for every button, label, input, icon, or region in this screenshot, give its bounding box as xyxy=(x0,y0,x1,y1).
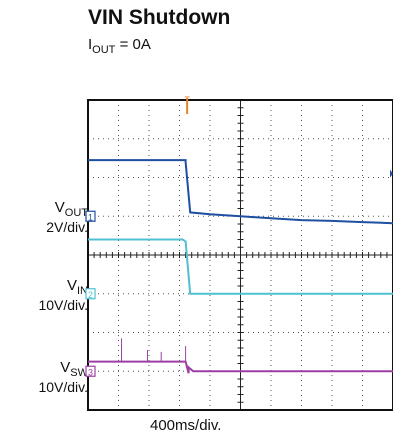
x-axis-label: 400ms/div. xyxy=(150,417,222,434)
channel-3-scale: 10V/div. xyxy=(38,378,88,395)
channel-1-symbol: V xyxy=(54,199,65,216)
channel-1-label: VOUT 2V/div. xyxy=(18,199,88,235)
trace-channel-3 xyxy=(88,360,393,374)
trace-channel-2 xyxy=(88,238,393,295)
channel-2-scale: 10V/div. xyxy=(38,296,88,313)
channel-3-marker-label: 3 xyxy=(88,367,93,377)
channel-3-label: VSW 10V/div. xyxy=(4,359,88,395)
subtitle-rest: = 0A xyxy=(115,36,151,53)
channel-2-sub: IN xyxy=(77,284,88,297)
chart-title: VIN Shutdown xyxy=(88,6,231,29)
channel-2-label: VIN 10V/div. xyxy=(4,277,88,313)
subtitle-sub: OUT xyxy=(92,44,116,56)
trigger-marker-label: T xyxy=(184,95,190,105)
channel-3-symbol: V xyxy=(60,359,71,376)
trace-channel-1 xyxy=(88,159,393,225)
subtitle-symbol: I xyxy=(88,36,93,53)
plot-frame xyxy=(87,99,393,411)
channel-1-edge-arrow xyxy=(390,169,393,178)
channel-3-sub: SW xyxy=(70,366,88,379)
channel-3-marker xyxy=(85,365,96,377)
channel-2-marker-label: 2 xyxy=(88,290,93,300)
channel-1-scale: 2V/div. xyxy=(46,218,88,235)
channel-1-sub: OUT xyxy=(64,206,88,219)
channel-1-marker-label: 1 xyxy=(88,212,93,222)
chart-subtitle: IOUT = 0A xyxy=(88,36,151,56)
channel-2-symbol: V xyxy=(66,277,77,294)
channel-1-marker xyxy=(85,210,96,222)
channel-2-marker xyxy=(85,288,96,300)
